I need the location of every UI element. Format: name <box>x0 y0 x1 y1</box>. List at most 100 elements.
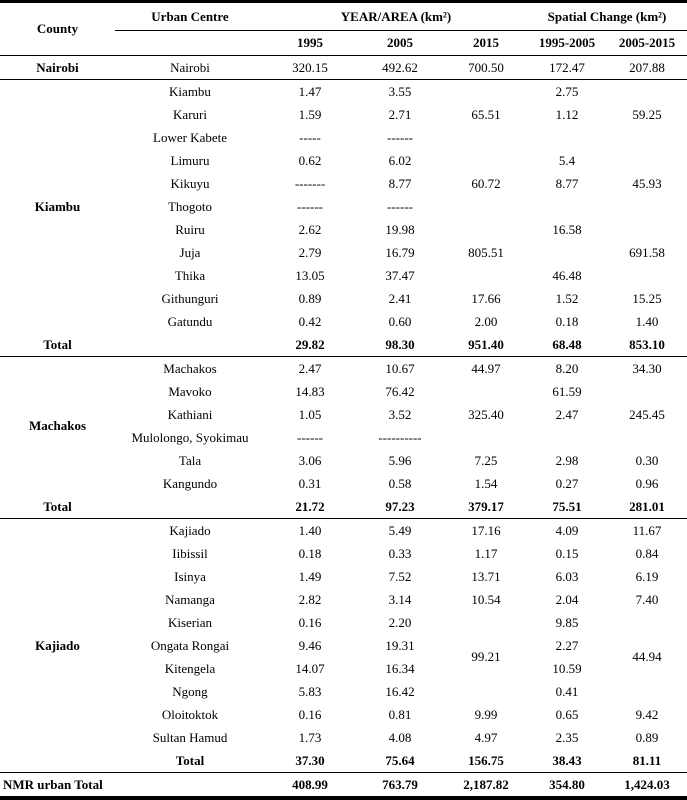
value-cell: 19.98 <box>385 221 415 237</box>
value-cell: 98.30 <box>355 333 445 357</box>
value-cell: 853.10 <box>607 333 687 357</box>
value-cell: 1.12 <box>555 106 579 122</box>
value-cell: 951.40 <box>445 333 528 357</box>
value-cell <box>607 195 687 218</box>
value-cell: 45.93 <box>632 175 662 191</box>
table-row: Kangundo 0.31 0.58 1.54 0.27 0.96 <box>0 472 687 495</box>
value-cell: 0.84 <box>635 545 659 561</box>
value-cell: 805.51 <box>468 244 504 260</box>
value-cell <box>527 195 607 218</box>
value-cell: 0.16 <box>298 614 322 630</box>
value-cell: 0.60 <box>388 313 412 329</box>
centre-cell: Tala <box>178 452 202 468</box>
table-row: Ruiru 2.62 19.98 16.58 <box>0 218 687 241</box>
value-cell <box>607 426 687 449</box>
value-cell: 1.40 <box>635 313 659 329</box>
value-cell: 1,424.03 <box>624 776 670 792</box>
table-row: Sultan Hamud 1.73 4.08 4.97 2.35 0.89 <box>0 726 687 749</box>
value-cell: 17.66 <box>471 290 501 306</box>
table-row: Lower Kabete ----- ------ <box>0 126 687 149</box>
value-cell: 1.59 <box>298 106 322 122</box>
value-cell <box>607 611 687 634</box>
centre-cell: Sultan Hamud <box>152 729 228 745</box>
value-cell: 59.25 <box>632 106 662 122</box>
value-cell: 46.48 <box>552 267 582 283</box>
value-cell: 8.20 <box>555 360 579 376</box>
value-cell: 29.82 <box>265 333 355 357</box>
value-cell: 2.41 <box>388 290 412 306</box>
centre-cell: Gatundu <box>167 313 213 329</box>
total-label: Total <box>0 333 115 357</box>
value-cell: 320.15 <box>265 55 355 80</box>
value-cell: ------ <box>297 429 323 445</box>
value-cell: 13.05 <box>295 267 325 283</box>
value-cell <box>445 126 527 149</box>
value-cell: 15.25 <box>632 290 662 306</box>
centre-cell: Kitengela <box>164 660 216 676</box>
table-row: Total 29.82 98.30 951.40 68.48 853.10 <box>0 333 687 357</box>
value-cell: 5.4 <box>558 152 576 168</box>
county-cell: Machakos <box>28 418 87 433</box>
value-cell: 0.18 <box>555 313 579 329</box>
value-cell: 8.77 <box>555 175 579 191</box>
centre-cell: Namanga <box>165 591 215 607</box>
centre-cell: Kikuyu <box>170 175 210 191</box>
value-cell: 81.11 <box>607 749 687 773</box>
centre-cell: Lower Kabete <box>153 129 227 145</box>
value-cell: 14.83 <box>295 383 325 399</box>
value-cell: 0.42 <box>298 313 322 329</box>
value-cell: 97.23 <box>355 495 445 519</box>
value-cell: 207.88 <box>607 55 687 80</box>
value-cell <box>607 218 687 241</box>
value-cell: 7.52 <box>388 568 412 584</box>
value-cell: 1.47 <box>298 83 322 99</box>
centre-cell: Iibissil <box>172 545 208 561</box>
value-cell: 0.18 <box>298 545 322 561</box>
header-year-area: YEAR/AREA (km²) <box>265 1 528 31</box>
value-cell: 2.79 <box>298 244 322 260</box>
table-row: Kitengela 14.07 16.34 10.59 <box>0 657 687 680</box>
table-row: Mavoko 14.83 76.42 61.59 <box>0 380 687 403</box>
value-cell: 2.04 <box>555 591 579 607</box>
value-cell <box>527 126 607 149</box>
centre-cell: Isinya <box>174 568 206 584</box>
table-row: Thogoto ------ ------ <box>0 195 687 218</box>
value-cell <box>445 426 527 449</box>
total-label: Total <box>0 495 115 519</box>
value-cell: 0.15 <box>555 545 579 561</box>
value-cell: 16.42 <box>385 683 415 699</box>
value-cell: 10.67 <box>385 360 415 376</box>
value-cell: 0.65 <box>555 706 579 722</box>
table-header: County Urban Centre YEAR/AREA (km²) Spat… <box>0 1 687 56</box>
value-cell: 21.72 <box>265 495 355 519</box>
value-cell: 1.73 <box>298 729 322 745</box>
table-row: Ongata Rongai 9.46 19.31 99.21 2.27 44.94 <box>0 634 687 665</box>
value-cell: 2.47 <box>555 406 579 422</box>
centre-cell: Juja <box>179 244 201 260</box>
value-cell <box>445 218 527 241</box>
table-row: Isinya 1.49 7.52 13.71 6.03 6.19 <box>0 565 687 588</box>
value-cell: 3.55 <box>388 83 412 99</box>
centre-cell: Ruiru <box>175 221 205 237</box>
value-cell: 9.42 <box>635 706 659 722</box>
value-cell <box>607 380 687 403</box>
table-row: Limuru 0.62 6.02 5.4 <box>0 149 687 172</box>
value-cell: 379.17 <box>445 495 528 519</box>
value-cell: 4.08 <box>388 729 412 745</box>
value-cell: 19.31 <box>385 637 415 653</box>
value-cell: 325.40 <box>468 406 504 422</box>
value-cell: 8.77 <box>388 175 412 191</box>
value-cell: 763.79 <box>382 776 418 792</box>
value-cell: 0.96 <box>635 475 659 491</box>
value-cell: 1.40 <box>298 522 322 538</box>
value-cell: 61.59 <box>552 383 582 399</box>
value-cell: 0.89 <box>635 729 659 745</box>
grand-total-label: NMR urban Total <box>3 776 103 792</box>
value-cell <box>445 380 527 403</box>
centre-cell: Ngong <box>172 683 208 699</box>
table-row: Kathiani 1.05 3.52 325.40 2.47 245.45 <box>0 403 687 426</box>
centre-cell <box>115 333 265 357</box>
value-cell: ------ <box>387 129 413 145</box>
